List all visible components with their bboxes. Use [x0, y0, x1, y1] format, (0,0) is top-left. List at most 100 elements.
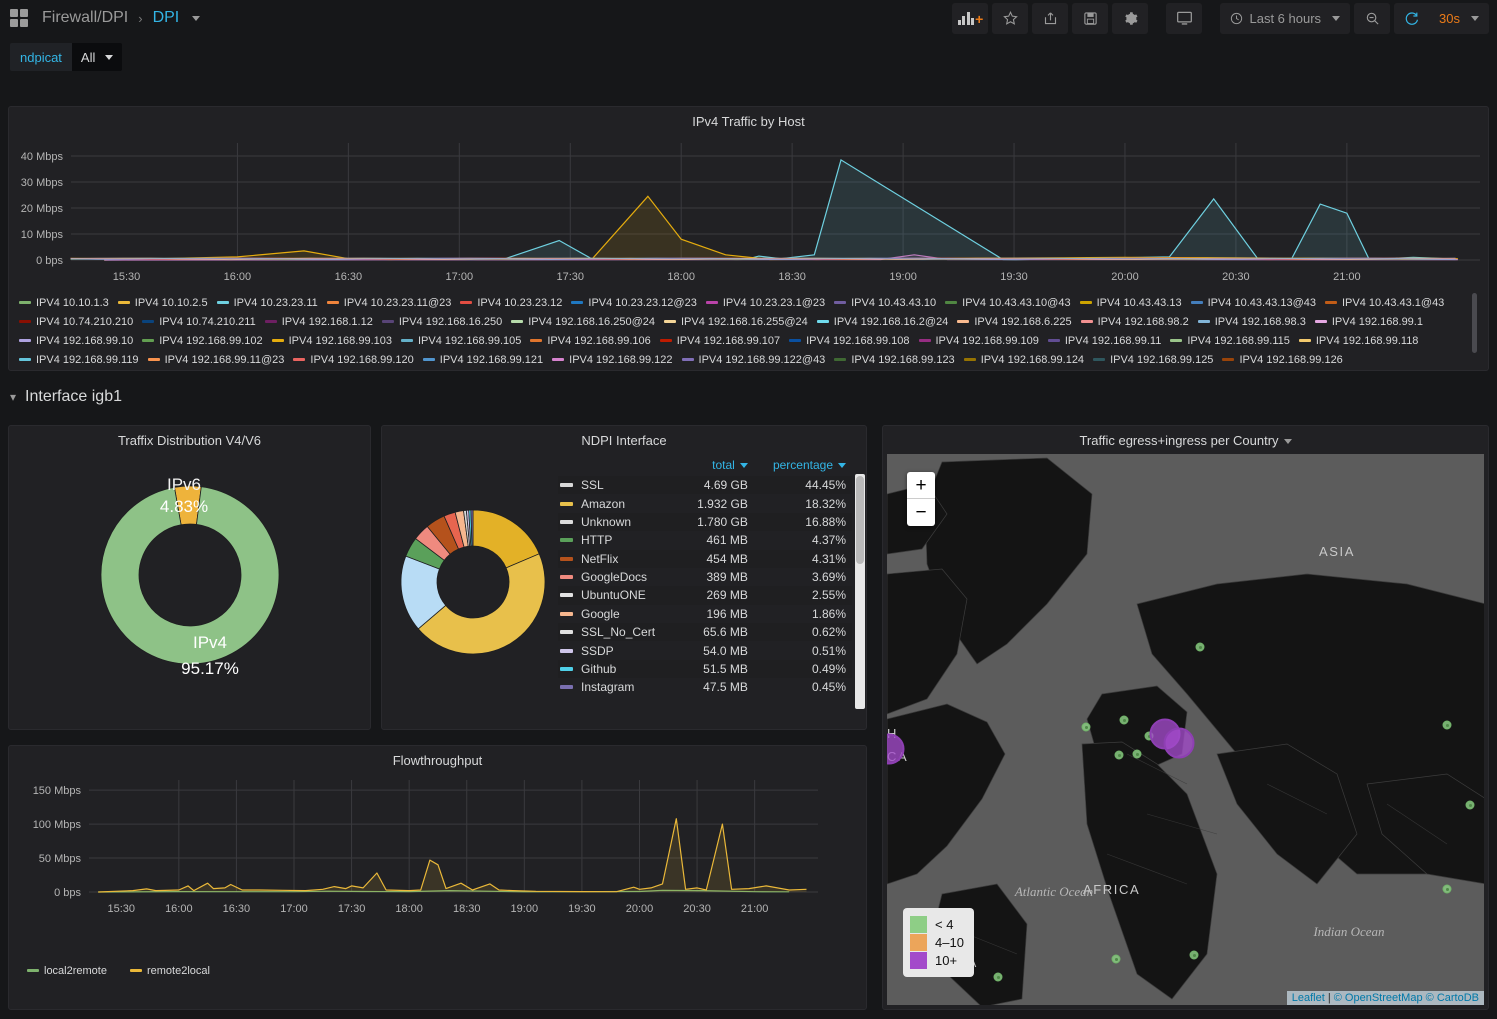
col-percentage-header[interactable]: percentage [754, 456, 852, 476]
ndpi-table-scrollbar[interactable] [855, 474, 865, 709]
graph-legend-item[interactable]: IPV4 10.23.23.1@23 [705, 293, 825, 312]
graph-legend-item[interactable]: IPV4 10.74.210.210 [19, 312, 133, 331]
graph-legend-item[interactable]: IPV4 10.23.23.12@23 [571, 293, 697, 312]
graph-legend-item[interactable]: IPV4 192.168.99.1 [1314, 312, 1423, 331]
graph-legend-item[interactable]: IPV4 192.168.99.119 [19, 350, 139, 367]
graph-legend-item[interactable]: IPV4 192.168.99.124 [963, 350, 1084, 367]
graph-legend-item[interactable]: IPV4 192.168.99.107 [659, 331, 780, 350]
star-button[interactable] [992, 3, 1029, 34]
col-name-header[interactable] [558, 456, 683, 476]
panel-title[interactable]: Traffix Distribution V4/V6 [117, 433, 262, 448]
zoom-out-button[interactable]: − [915, 502, 927, 523]
map-marker-small[interactable] [1111, 954, 1121, 964]
graph-legend-item[interactable]: IPV4 192.168.99.108 [789, 331, 910, 350]
graph-legend-item[interactable]: IPV4 10.10.1.3 [19, 293, 109, 312]
graph-legend-item[interactable]: IPV4 192.168.99.122 [552, 350, 673, 367]
table-row[interactable]: SSDP 54.0 MB 0.51% [558, 641, 852, 659]
settings-button[interactable] [1112, 3, 1149, 34]
graph-legend-item[interactable]: IPV4 192.168.99.106 [530, 331, 651, 350]
graph-legend-item[interactable]: IPV4 10.43.43.10@43 [945, 293, 1071, 312]
refresh-group[interactable]: 30s [1394, 3, 1489, 34]
map-marker-small[interactable] [1119, 715, 1129, 725]
table-row[interactable]: SSL 4.69 GB 44.45% [558, 476, 852, 495]
table-row[interactable]: Github 51.5 MB 0.49% [558, 659, 852, 679]
zoom-in-button[interactable]: + [907, 472, 935, 499]
map-marker-small[interactable] [1442, 884, 1452, 894]
map-marker-small[interactable] [1442, 720, 1452, 730]
cartodb-link[interactable]: © CartoDB [1425, 992, 1479, 1004]
graph-legend-item[interactable]: IPV4 192.168.99.115 [1170, 331, 1290, 350]
table-row[interactable]: Google 196 MB 1.86% [558, 605, 852, 623]
graph-legend-item[interactable]: IPV4 192.168.99.105 [401, 331, 521, 350]
time-picker[interactable]: Last 6 hours [1220, 3, 1351, 34]
graph-legend[interactable]: IPV4 10.10.1.3 IPV4 10.10.2.5 IPV4 10.23.2… [19, 293, 1478, 367]
map-marker-large[interactable] [1163, 727, 1195, 759]
graph-legend-item[interactable]: IPV4 10.43.43.13@43 [1190, 293, 1316, 312]
panel-title[interactable]: NDPI Interface [581, 433, 667, 448]
table-row[interactable]: Unknown 1.780 GB 16.88% [558, 512, 852, 532]
table-row[interactable]: GoogleDocs 389 MB 3.69% [558, 568, 852, 586]
graph-legend-item[interactable]: IPV4 10.43.43.1@43 [1325, 293, 1444, 312]
table-row[interactable]: NetFlix 454 MB 4.31% [558, 549, 852, 568]
table-row[interactable]: Instagram 47.5 MB 0.45% [558, 678, 852, 696]
donut-slice[interactable] [470, 509, 474, 547]
col-total-header[interactable]: total [683, 456, 754, 476]
table-row[interactable]: Amazon 1.932 GB 18.32% [558, 494, 852, 512]
map-marker-small[interactable] [1132, 749, 1142, 759]
graph-legend-item[interactable]: IPV4 192.168.99.11 [1047, 331, 1161, 350]
table-row[interactable]: UbuntuONE 269 MB 2.55% [558, 586, 852, 605]
graph-legend-item[interactable]: IPV4 192.168.98.3 [1197, 312, 1306, 331]
tv-mode-button[interactable] [1166, 3, 1203, 34]
refresh-interval-button[interactable]: 30s [1429, 3, 1489, 34]
graph-legend-item[interactable]: IPV4 192.168.99.109 [918, 331, 1039, 350]
zoom-out-time-button[interactable] [1354, 3, 1391, 34]
save-button[interactable] [1072, 3, 1109, 34]
legend-scrollbar[interactable] [1472, 293, 1477, 353]
row-header-interface-igb1[interactable]: ▾ Interface igb1 [10, 388, 122, 406]
panel-title[interactable]: Traffic egress+ingress per Country [883, 426, 1488, 452]
donut-slice[interactable] [417, 553, 546, 655]
table-row[interactable]: SSL_No_Cert 65.6 MB 0.62% [558, 623, 852, 642]
graph-legend-item[interactable]: IPV4 192.168.98.2 [1080, 312, 1189, 331]
osm-link[interactable]: © OpenStreetMap [1333, 992, 1423, 1004]
panel-title[interactable]: IPv4 Traffic by Host [692, 114, 805, 129]
graph-legend-item[interactable]: IPV4 192.168.16.255@24 [663, 312, 808, 331]
table-row[interactable]: HTTP 461 MB 4.37% [558, 531, 852, 549]
graph-legend-item[interactable]: IPV4 192.168.99.10 [19, 331, 133, 350]
graph-legend-item[interactable]: IPV4 192.168.99.123 [834, 350, 955, 367]
graph-legend-item[interactable]: IPV4 10.23.23.11@23 [326, 293, 451, 312]
graph-legend-item[interactable]: IPV4 192.168.99.118 [1298, 331, 1418, 350]
graph-legend-item[interactable]: IPV4 192.168.99.11@23 [147, 350, 284, 367]
share-button[interactable] [1032, 3, 1069, 34]
ndpi-donut-chart[interactable] [388, 456, 554, 706]
graph-legend-item[interactable]: IPV4 192.168.99.103 [271, 331, 392, 350]
time-range-button[interactable]: Last 6 hours [1220, 3, 1350, 34]
dashboard-dropdown-caret-icon[interactable] [192, 15, 201, 21]
map-marker-small[interactable] [1081, 722, 1091, 732]
graph-legend-item[interactable]: IPV4 10.23.23.12 [460, 293, 562, 312]
scrollbar-thumb[interactable] [856, 476, 864, 564]
graph-legend-item[interactable]: IPV4 192.168.99.125 [1093, 350, 1213, 367]
graph-legend-item[interactable]: IPV4 192.168.99.120 [293, 350, 414, 367]
graph-legend-item[interactable]: IPV4 10.74.210.211 [142, 312, 256, 331]
map-marker-small[interactable] [1114, 750, 1124, 760]
graph-legend-item[interactable]: IPV4 192.168.1.12 [264, 312, 373, 331]
template-variable-ndpicat[interactable]: ndpicat All [10, 43, 123, 71]
panel-title-caret-icon[interactable] [1283, 439, 1292, 445]
graph-legend-item[interactable]: IPV4 192.168.16.250@24 [511, 312, 655, 331]
graph-legend-item[interactable]: IPV4 192.168.6.225 [957, 312, 1072, 331]
traffic-distribution-donut[interactable]: IPv6 4.83% IPv4 95.17% [9, 452, 372, 702]
flow-legend-item[interactable]: local2remote [27, 961, 107, 980]
graph-legend-item[interactable]: IPV4 192.168.16.250 [381, 312, 502, 331]
graph-legend-item[interactable]: IPV4 10.10.2.5 [117, 293, 208, 312]
map-marker-small[interactable] [993, 972, 1003, 982]
graph-legend-item[interactable]: IPV4 192.168.16.2@24 [816, 312, 948, 331]
breadcrumb-current[interactable]: DPI [152, 9, 180, 26]
variable-value-dropdown[interactable]: All [71, 43, 123, 71]
refresh-button[interactable] [1394, 3, 1429, 34]
add-panel-button[interactable]: + [952, 3, 989, 34]
graph-legend-item[interactable]: IPV4 192.168.99.122@43 [681, 350, 825, 367]
graph-legend-item[interactable]: IPV4 192.168.99.126 [1222, 350, 1343, 367]
map-marker-small[interactable] [1195, 642, 1205, 652]
leaflet-link[interactable]: Leaflet [1291, 992, 1325, 1004]
